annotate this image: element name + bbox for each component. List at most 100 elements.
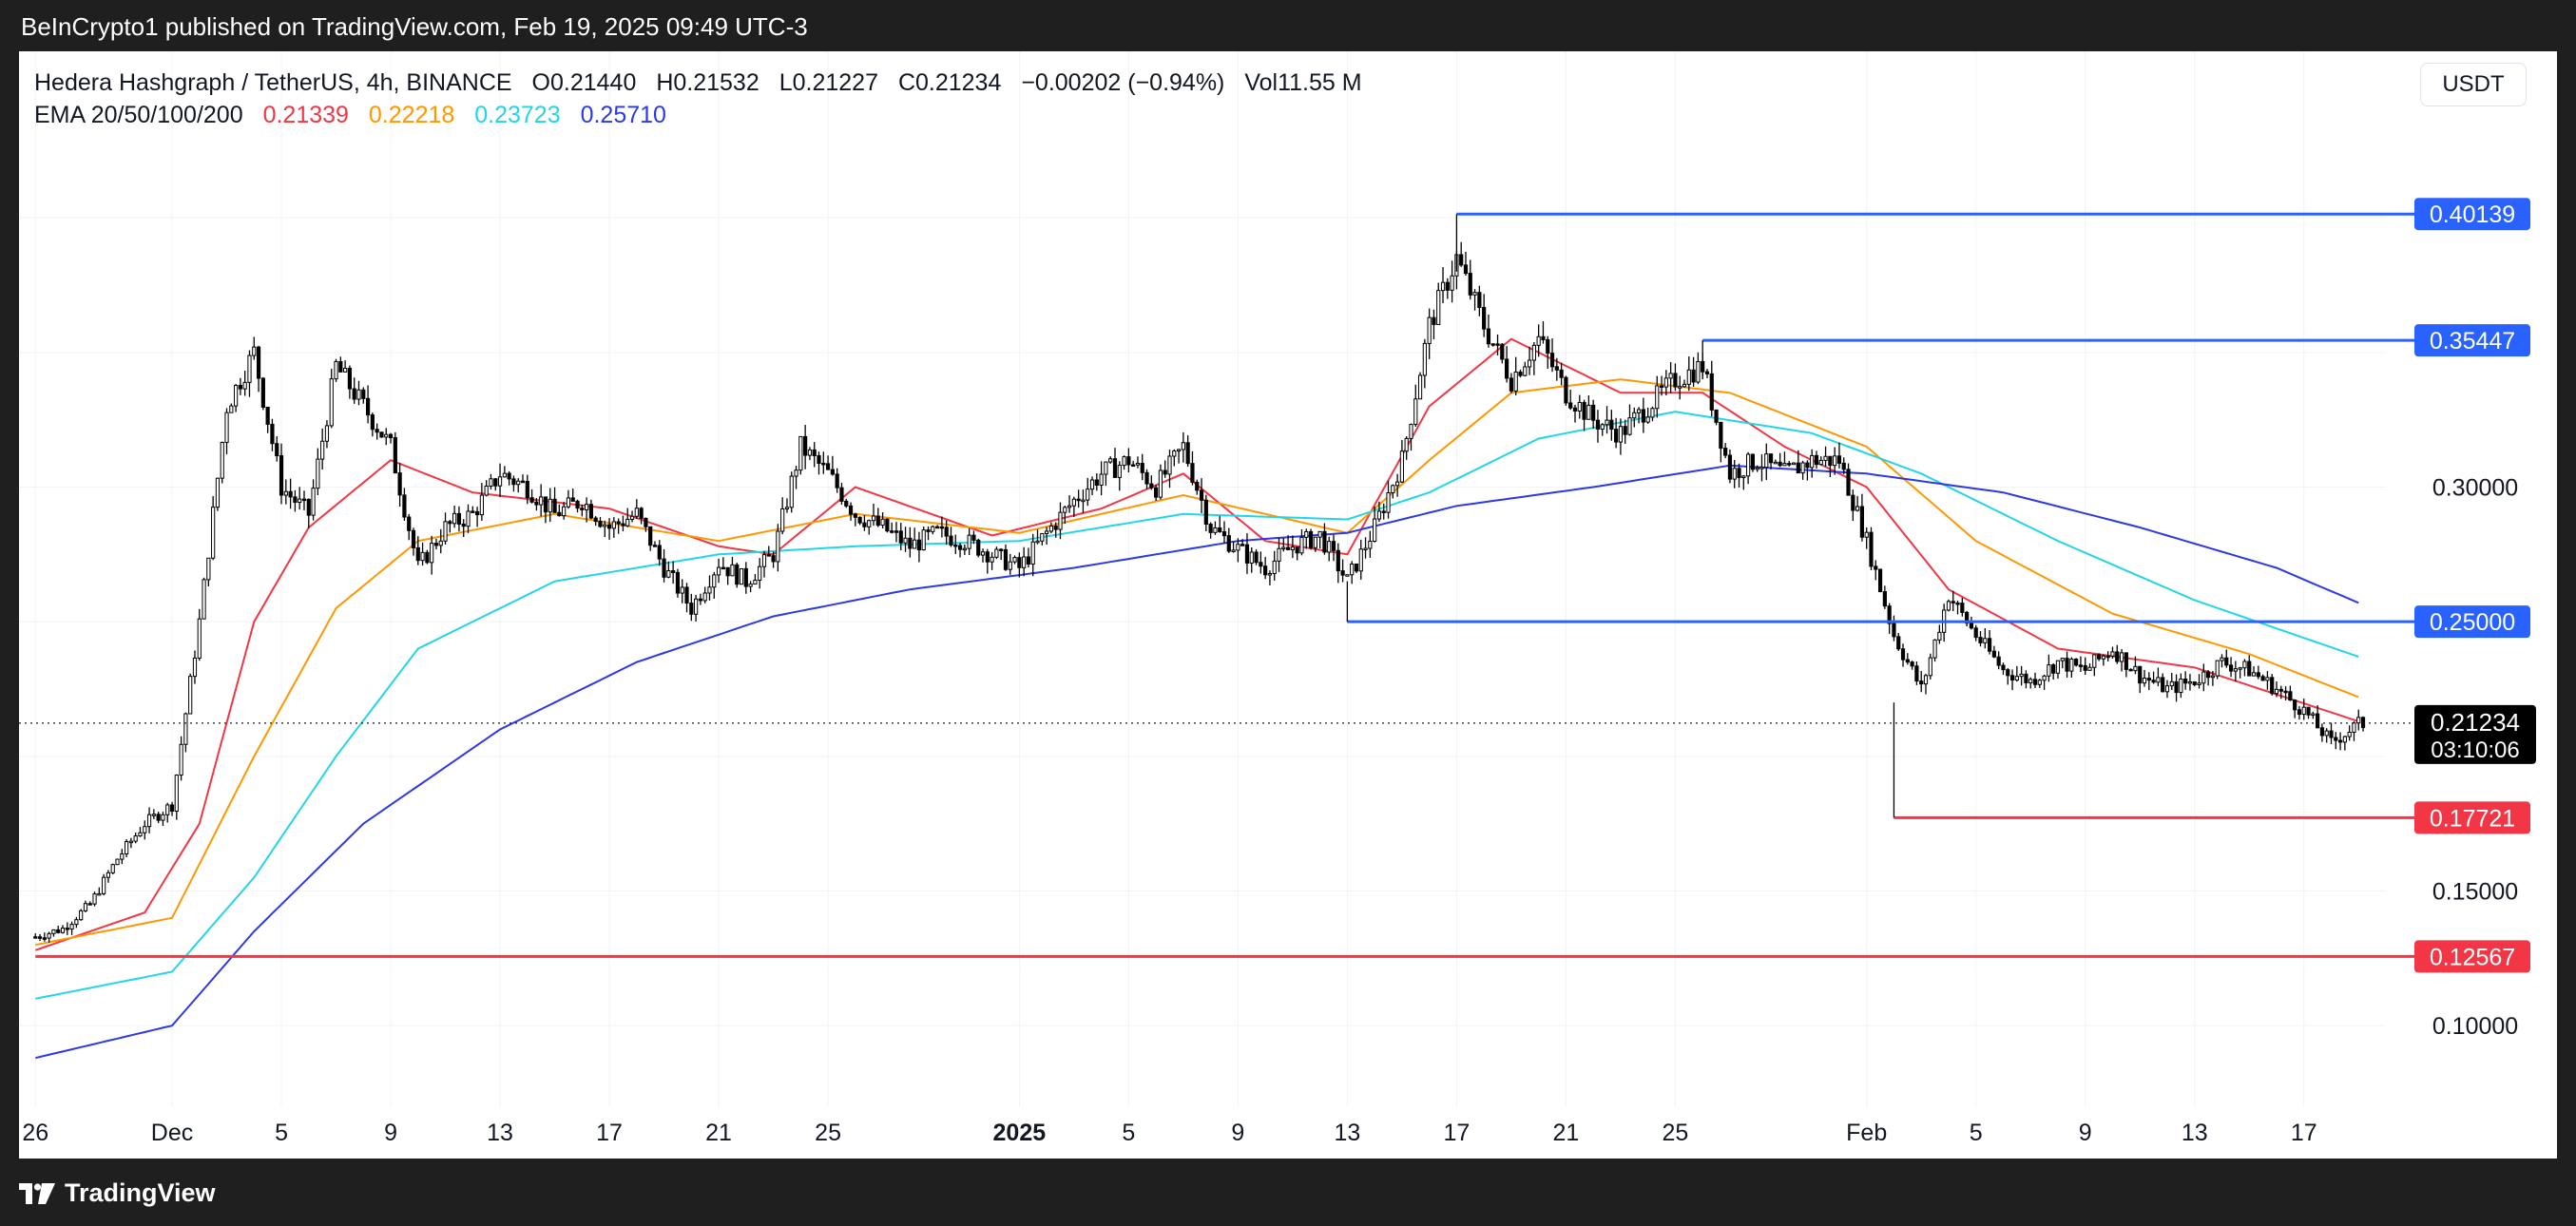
- currency-selector[interactable]: USDT: [2420, 63, 2527, 106]
- candle-body: [1828, 455, 1833, 467]
- legend-ema200-value: 0.25710: [580, 102, 666, 128]
- candle-body: [1459, 254, 1464, 266]
- candle-body: [934, 526, 940, 529]
- candle-body: [994, 548, 999, 558]
- candle-body: [798, 435, 803, 471]
- candle-body: [1768, 453, 1774, 464]
- candle-body: [939, 526, 944, 529]
- candle-body: [1937, 631, 1942, 641]
- candle-body: [211, 507, 216, 559]
- chart-panel[interactable]: [19, 51, 2557, 1159]
- candle-body: [1978, 637, 1983, 643]
- candle-body: [575, 500, 580, 509]
- current-price-tag[interactable]: [2414, 704, 2536, 764]
- candle-body: [161, 814, 165, 821]
- candle-body: [420, 551, 425, 562]
- candle-body: [1727, 454, 1733, 480]
- candle-body: [520, 480, 526, 484]
- candle-body: [402, 494, 407, 518]
- legend-ema-row[interactable]: EMA 20/50/100/200 0.21339 0.22218 0.2372…: [34, 99, 1375, 131]
- candle-body: [1914, 665, 1919, 682]
- candle-body: [2133, 665, 2138, 672]
- candle-body: [880, 518, 885, 527]
- x-axis-tick-label: 21: [705, 1120, 732, 1146]
- candle-body: [224, 412, 229, 444]
- candle-body: [1509, 377, 1514, 392]
- candle-body: [758, 565, 762, 581]
- candle-body: [2256, 672, 2260, 678]
- candle-body: [220, 442, 224, 479]
- candle-body: [971, 534, 976, 541]
- candle-body: [1299, 536, 1304, 554]
- candle-body: [1983, 638, 1988, 643]
- candle-body: [1650, 408, 1655, 418]
- x-axis-tick-label: 25: [815, 1120, 841, 1146]
- candle-body: [489, 478, 493, 487]
- level-tag-0.35447[interactable]: [2414, 324, 2530, 357]
- candle-body: [2174, 680, 2179, 694]
- level-tag-0.17721[interactable]: [2414, 801, 2530, 834]
- tradingview-logo-text: TradingView: [65, 1178, 216, 1207]
- candle-body: [1996, 656, 2001, 666]
- candle-body: [215, 477, 221, 508]
- candle-body: [753, 579, 758, 585]
- candle-body: [739, 567, 744, 585]
- publish-info: BeInCrypto1 published on TradingView.com…: [21, 12, 808, 41]
- candle-body: [370, 414, 375, 431]
- candle-body: [776, 530, 780, 563]
- candle-body: [1919, 680, 1924, 685]
- candle-body: [334, 360, 338, 380]
- legend-symbol[interactable]: Hedera Hashgraph / TetherUS, 4h, BINANCE: [34, 69, 512, 96]
- candle-body: [803, 435, 808, 456]
- candle-body: [1404, 437, 1409, 452]
- level-tag-0.40139[interactable]: [2414, 198, 2530, 231]
- candle-body: [1800, 462, 1805, 474]
- candle-body: [1486, 328, 1491, 345]
- candle-body: [165, 804, 170, 815]
- candle-body: [265, 406, 270, 425]
- candle-body: [1969, 623, 1974, 629]
- candle-body: [1605, 419, 1609, 426]
- candle-body: [990, 556, 994, 563]
- candle-body: [2014, 676, 2019, 681]
- candle-body: [2316, 713, 2320, 729]
- candle-body: [1244, 544, 1250, 564]
- tradingview-logo[interactable]: TradingView: [19, 1178, 216, 1208]
- candle-body: [79, 910, 84, 921]
- candle-body: [1750, 453, 1755, 470]
- level-tag-0.12567[interactable]: [2414, 940, 2530, 973]
- candle-body: [1623, 426, 1627, 435]
- bar-countdown: 03:10:06: [2431, 738, 2519, 763]
- candle-body: [1063, 507, 1067, 513]
- candle-body: [83, 903, 88, 911]
- candle-body: [931, 526, 935, 532]
- candle-body: [2306, 706, 2311, 716]
- candle-body: [1696, 360, 1701, 383]
- candle-body: [1554, 366, 1559, 371]
- candle-body: [1236, 544, 1240, 551]
- candle-body: [1391, 485, 1395, 494]
- candle-body: [1381, 510, 1386, 513]
- x-axis-tick-label: 5: [1122, 1120, 1135, 1146]
- candle-body: [1463, 264, 1469, 275]
- candle-body: [825, 463, 831, 470]
- candle-body: [1221, 531, 1227, 537]
- candle-body: [1022, 556, 1027, 568]
- candle-body: [1874, 565, 1878, 570]
- candle-body: [1445, 281, 1450, 291]
- candle-body: [1678, 386, 1682, 389]
- candle-body: [1477, 292, 1482, 309]
- candle-body: [92, 893, 97, 905]
- candle-body: [2124, 652, 2128, 670]
- candle-body: [885, 518, 890, 532]
- candle-body: [407, 516, 412, 531]
- candle-body: [1782, 463, 1787, 467]
- level-tag-text: 0.12567: [2430, 944, 2515, 970]
- candle-body: [448, 521, 452, 525]
- candle-body: [548, 498, 552, 513]
- candle-body: [585, 504, 589, 510]
- level-tag-0.25000[interactable]: [2414, 605, 2530, 639]
- candle-body: [1810, 454, 1815, 469]
- candle-body: [570, 497, 575, 502]
